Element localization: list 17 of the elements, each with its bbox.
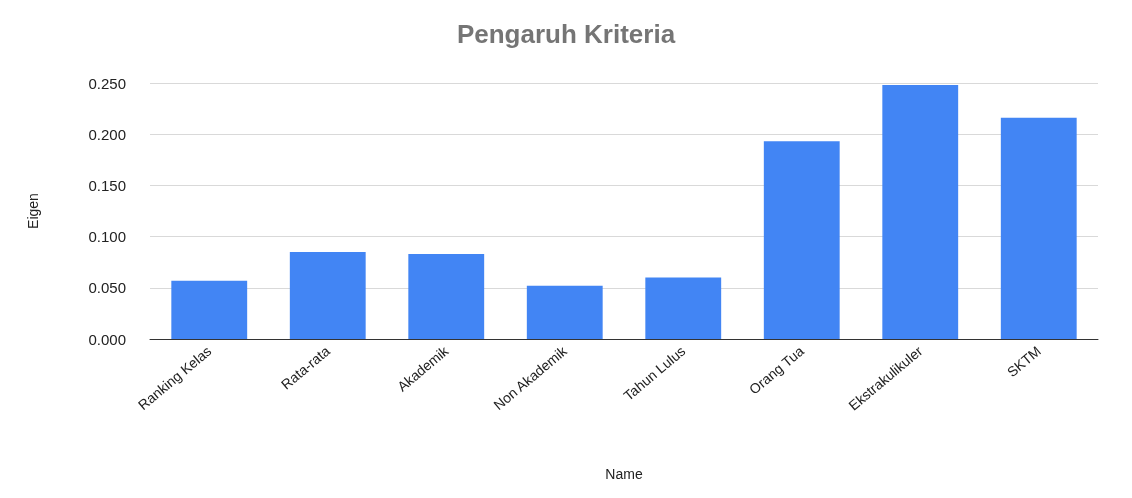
bar: [526, 285, 603, 339]
x-axis-title: Name: [605, 466, 643, 482]
y-tick-label: 0.100: [88, 228, 126, 246]
y-tick-label: 0.000: [88, 330, 126, 348]
y-tick-label: 0.050: [88, 279, 126, 297]
bar: [289, 251, 366, 339]
y-tick-label: 0.250: [88, 74, 126, 92]
bar: [645, 277, 722, 339]
y-tick-label: 0.150: [88, 176, 126, 194]
bar: [763, 141, 840, 339]
y-axis-title: Eigen: [25, 193, 41, 229]
bar: [882, 85, 959, 339]
chart-title: Pengaruh Kriteria: [456, 19, 676, 49]
y-tick-label: 0.200: [88, 125, 126, 143]
bar: [171, 280, 248, 339]
bar: [1000, 117, 1077, 339]
bar: [408, 254, 485, 339]
